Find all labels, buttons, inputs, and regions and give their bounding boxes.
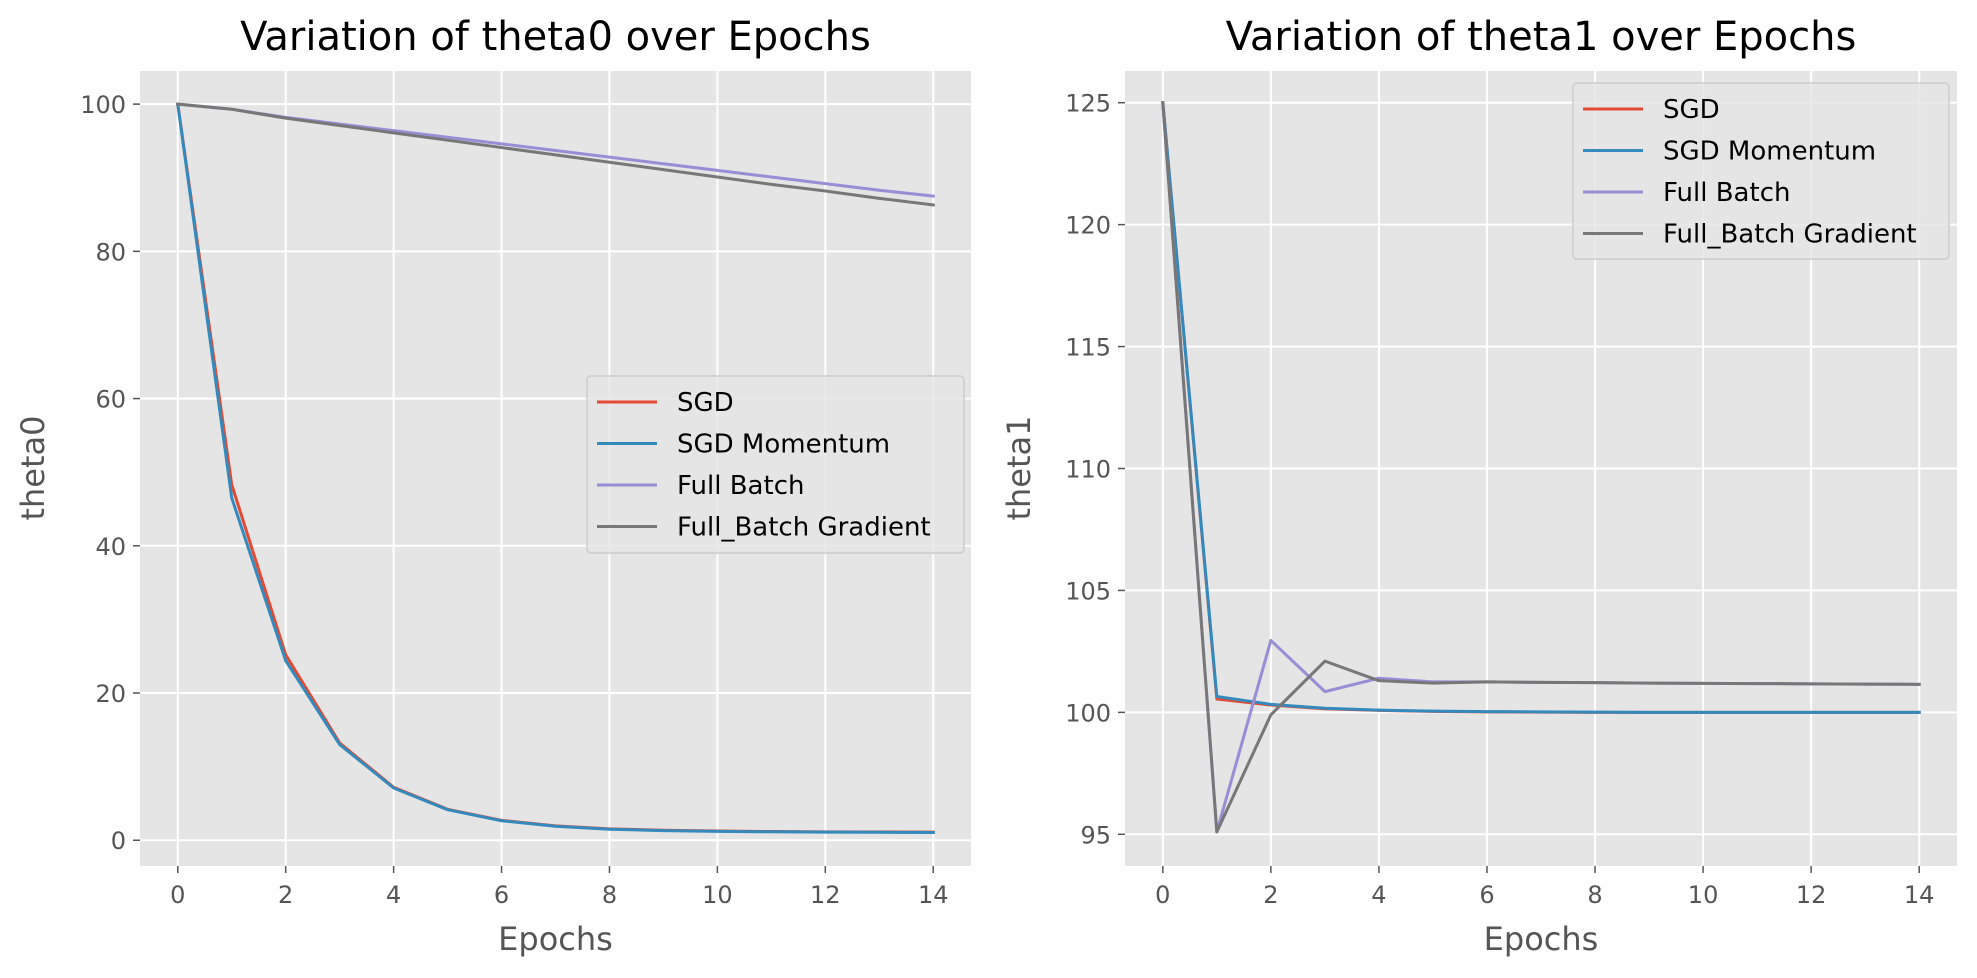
y-axis-label: theta1 xyxy=(1000,415,1038,520)
x-tick-label: 8 xyxy=(1587,881,1602,909)
x-tick-label: 2 xyxy=(278,881,293,909)
legend-label-sgd-momentum: SGD Momentum xyxy=(1663,137,1876,167)
legend-box xyxy=(1572,82,1950,260)
x-tick-label: 14 xyxy=(1904,881,1935,909)
x-tick-label: 14 xyxy=(918,881,949,909)
x-ticks: 0 2 4 6 8 10 12 14 xyxy=(170,866,949,909)
y-tick-label: 0 xyxy=(111,827,126,855)
y-tick-label: 80 xyxy=(95,238,126,266)
series-line-full-batch-gradient xyxy=(176,102,935,207)
theta0-chart: 0 2 4 6 8 10 12 14 0 20 40 60 80 100 Variation of th… xyxy=(14,14,971,958)
x-tick-label: 0 xyxy=(1155,881,1170,909)
legend-box xyxy=(586,375,965,554)
x-tick-label: 12 xyxy=(810,881,841,909)
series-line-full-batch-gradient xyxy=(1161,101,1921,834)
y-tick-label: 20 xyxy=(95,680,126,708)
series-lines xyxy=(176,102,935,835)
legend-label-sgd: SGD xyxy=(677,388,734,418)
y-tick-label: 125 xyxy=(1065,90,1111,118)
y-tick-label: 120 xyxy=(1065,212,1111,240)
legend-label-full-batch-gradient: Full_Batch Gradient xyxy=(1663,220,1917,250)
x-tick-label: 4 xyxy=(1371,881,1386,909)
y-tick-label: 60 xyxy=(95,386,126,414)
legend-label-full-batch: Full Batch xyxy=(677,471,804,501)
y-tick-label: 115 xyxy=(1065,334,1111,362)
x-tick-label: 4 xyxy=(386,881,401,909)
y-tick-label: 110 xyxy=(1065,456,1111,484)
x-tick-label: 6 xyxy=(1479,881,1494,909)
legend: SGD SGD Momentum Full Batch Full_Batch Grad… xyxy=(1572,82,1950,260)
x-tick-label: 8 xyxy=(602,881,617,909)
chart-title: Variation of theta0 over Epochs xyxy=(240,14,871,60)
series-lines xyxy=(1161,101,1921,834)
y-ticks: 95 100 105 110 115 120 125 xyxy=(1065,90,1125,849)
y-tick-label: 105 xyxy=(1065,577,1111,605)
y-tick-label: 95 xyxy=(1080,821,1111,849)
legend-label-full-batch-gradient: Full_Batch Gradient xyxy=(677,513,931,543)
x-tick-label: 10 xyxy=(1688,881,1719,909)
x-tick-label: 0 xyxy=(170,881,185,909)
legend-label-full-batch: Full Batch xyxy=(1663,178,1790,208)
x-axis-label: Epochs xyxy=(1484,920,1599,958)
x-tick-label: 6 xyxy=(494,881,509,909)
legend-label-sgd: SGD xyxy=(1663,95,1720,125)
x-tick-label: 12 xyxy=(1796,881,1827,909)
x-tick-label: 10 xyxy=(702,881,733,909)
legend-label-sgd-momentum: SGD Momentum xyxy=(677,430,890,460)
legend: SGD SGD Momentum Full Batch Full_Batch Grad… xyxy=(586,375,965,554)
y-ticks: 0 20 40 60 80 100 xyxy=(80,91,140,855)
theta1-chart: 0 2 4 6 8 10 12 14 95 100 105 110 115 120 125 Variati… xyxy=(1000,14,1957,958)
y-axis-label: theta0 xyxy=(14,415,52,520)
y-tick-label: 100 xyxy=(1065,699,1111,727)
x-axis-label: Epochs xyxy=(498,920,613,958)
x-tick-label: 2 xyxy=(1263,881,1278,909)
series-line-sgd-momentum xyxy=(176,102,935,835)
y-tick-label: 100 xyxy=(80,91,126,119)
series-line-sgd-momentum xyxy=(1161,101,1921,714)
y-tick-label: 40 xyxy=(95,533,126,561)
x-ticks: 0 2 4 6 8 10 12 14 xyxy=(1155,866,1934,909)
chart-title: Variation of theta1 over Epochs xyxy=(1226,14,1857,60)
